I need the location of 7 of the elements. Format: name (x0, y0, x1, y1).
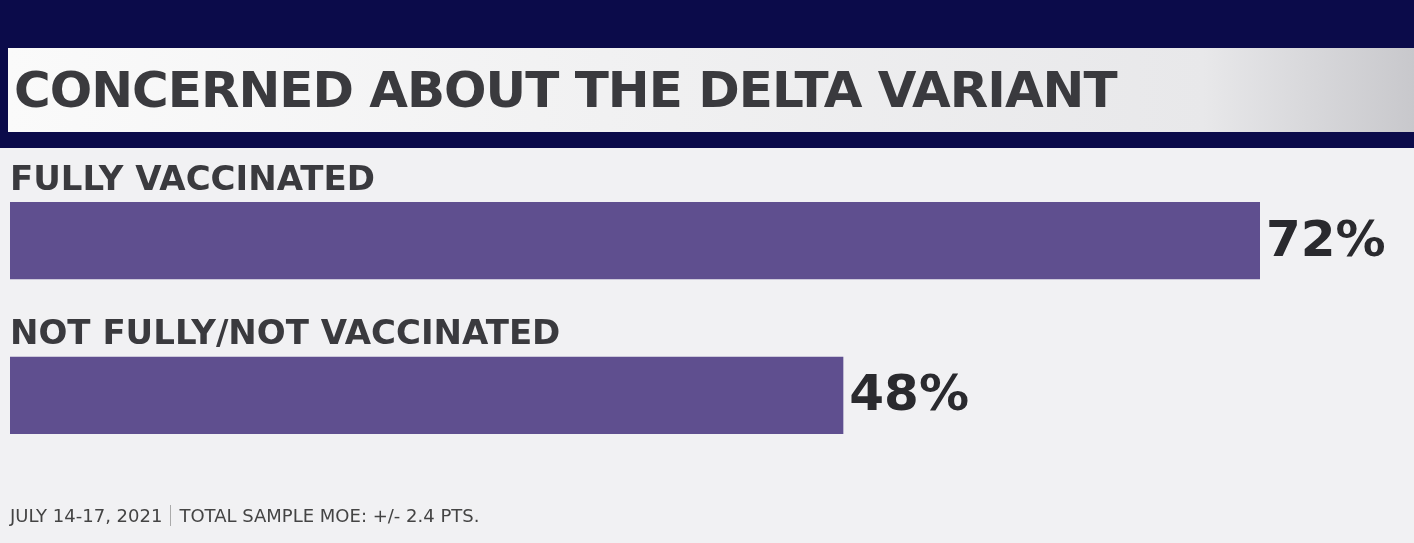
chart-title: CONCERNED ABOUT THE DELTA VARIANT (8, 48, 1414, 132)
y-tick-label: NOT FULLY/NOT VACCINATED (10, 312, 561, 353)
data-label: 48% (849, 364, 970, 423)
data-label: 72% (1266, 209, 1386, 268)
text: JULY 14-17, 2021 (10, 505, 163, 526)
y-tick-label: FULLY VACCINATED (10, 157, 375, 198)
text: TOTAL SAMPLE MOE: +/- 2.4 PTS. (170, 505, 480, 526)
